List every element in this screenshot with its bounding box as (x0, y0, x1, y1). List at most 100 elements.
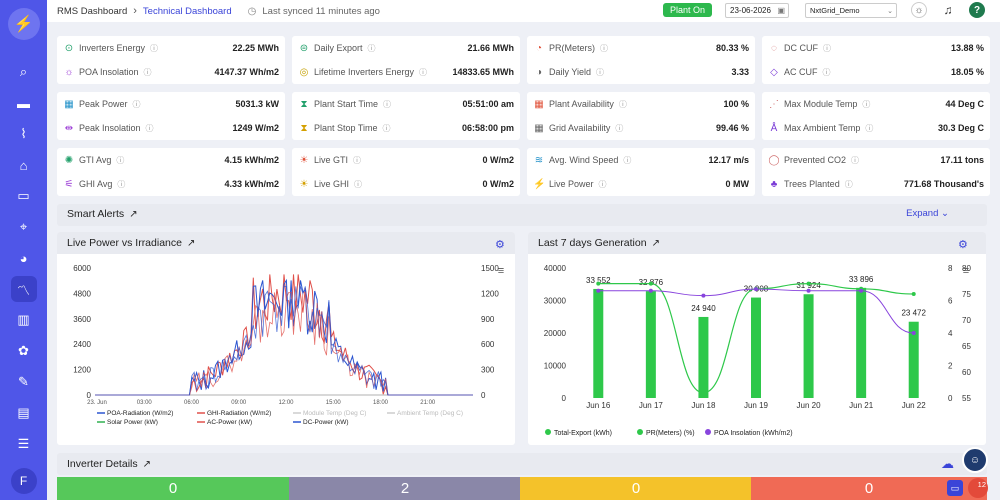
settings-gear-icon[interactable]: ⚙ (958, 239, 968, 251)
generation-title: Last 7 days Generation ↗ (538, 237, 660, 249)
menu-icon: ≡ (963, 265, 969, 277)
y-tick-label: 4800 (73, 289, 91, 298)
inverter-status-tile[interactable]: 0 (520, 477, 752, 500)
info-icon[interactable]: ⓘ (851, 155, 860, 165)
pie-chart-icon[interactable]: ◕ (19, 250, 28, 266)
date-picker[interactable]: 23-06-2026 ▣ (725, 3, 789, 18)
info-icon[interactable]: ⓘ (618, 99, 627, 109)
info-icon[interactable]: ⓘ (596, 67, 605, 77)
user-avatar[interactable]: F (10, 468, 37, 494)
chat-window-icon[interactable]: ▭ (947, 480, 963, 496)
monitor-icon[interactable]: ▭ (17, 188, 30, 203)
pr-line (598, 282, 914, 394)
info-icon[interactable]: ⓘ (353, 155, 362, 165)
kpi-icon: ⧗ (300, 122, 308, 134)
inverter-status-tile[interactable]: 2 (289, 477, 521, 500)
info-icon[interactable]: ⓘ (145, 123, 154, 133)
help-icon[interactable]: ? (969, 2, 985, 18)
breadcrumb-rms[interactable]: RMS Dashboard (57, 5, 128, 17)
info-icon[interactable]: ⓘ (844, 179, 853, 189)
files-icon[interactable]: ▤ (17, 405, 30, 420)
kpi-row: ✺ GTI Avg ⓘ 4.15 kWh/m2 (63, 150, 279, 170)
info-icon[interactable]: ⓘ (367, 43, 376, 53)
legend-label: POA-Radiation (W/m2) (107, 410, 173, 417)
expand-button[interactable]: Expand ⌄ (906, 208, 949, 219)
info-icon[interactable]: ⓘ (598, 179, 607, 189)
bell-icon[interactable]: ♫ (943, 3, 953, 17)
info-icon[interactable]: ⓘ (116, 155, 125, 165)
info-icon[interactable]: ⓘ (383, 99, 392, 109)
poa-point (806, 288, 811, 293)
bar-chart-icon[interactable]: ▥ (17, 312, 30, 327)
y-tick-label: 20000 (544, 329, 567, 338)
external-link-icon: ↗ (142, 459, 151, 470)
kpi-row: ◎ Lifetime Inverters Energy ⓘ 14833.65 MWh (298, 62, 514, 82)
kpi-icon: ✺ (64, 154, 74, 166)
live-power-title: Live Power vs Irradiance ↗ (67, 237, 196, 249)
kpi-value: 21.66 MWh (467, 43, 514, 53)
line-chart-icon[interactable]: 〽 (10, 276, 37, 302)
breadcrumb-technical: Technical Dashboard (142, 5, 232, 17)
info-icon[interactable]: ⓘ (823, 43, 831, 53)
kpi-row: ⇹ Peak Insolation ⓘ 1249 W/m2 (63, 118, 279, 138)
info-icon[interactable]: ⓘ (132, 99, 141, 109)
kpi-value: 100 % (723, 99, 749, 109)
report-icon[interactable]: ✎ (18, 374, 29, 389)
kpi-icon: ▦ (64, 98, 74, 110)
poa-point (911, 331, 916, 335)
inverter-status-tile[interactable]: 0 (57, 477, 289, 500)
kpi-row: ◑ Daily Yield ⓘ 3.33 (533, 62, 749, 82)
info-icon[interactable]: ⓘ (822, 67, 831, 77)
folder-icon[interactable]: ▬ (17, 95, 30, 111)
y3-tick-label: 65 (962, 342, 971, 351)
info-icon[interactable]: ⓘ (150, 43, 159, 53)
info-icon[interactable]: ⓘ (143, 67, 152, 77)
x-tick-label: 06:00 (184, 400, 200, 406)
settings-icon[interactable]: ✿ (18, 343, 29, 358)
plant-select[interactable]: NxtGrid_Demo ⌄ (805, 3, 897, 18)
notification-badge[interactable]: 12 (968, 478, 988, 498)
database-icon[interactable]: ☰ (17, 436, 30, 451)
info-icon[interactable]: ⓘ (600, 43, 609, 53)
y-tick-label: 0 (562, 394, 567, 403)
kpi-value: 0 W/m2 (482, 155, 514, 165)
info-icon[interactable]: ⓘ (382, 123, 391, 133)
kpi-row: ◔ PR(Meters) ⓘ 80.33 % (533, 38, 749, 58)
info-icon[interactable]: ⓘ (615, 123, 624, 133)
info-icon[interactable]: ⓘ (862, 99, 871, 109)
info-icon[interactable]: ⓘ (623, 155, 632, 165)
search-icon[interactable]: ⌕ (19, 64, 28, 79)
info-icon[interactable]: ⓘ (354, 179, 363, 189)
kpi-label: Plant Stop Time (314, 123, 378, 133)
cloud-download-icon[interactable]: ☁ (941, 456, 954, 471)
y3-tick-label: 60 (962, 368, 971, 377)
x-tick-label: 21:00 (420, 400, 436, 406)
kpi-card: ▦ Peak Power ⓘ 5031.3 kW ⇹ Peak Insolation ⓘ 12… (57, 92, 285, 140)
y-tick-label: 2400 (73, 340, 91, 349)
y3-tick-label: 55 (962, 394, 971, 403)
home-icon[interactable]: ⌂ (19, 157, 28, 173)
settings-gear-icon[interactable]: ⚙ (495, 239, 505, 251)
poa-point (701, 293, 706, 298)
lightning-logo-icon[interactable]: ⚡ (7, 8, 40, 40)
info-icon[interactable]: ⓘ (117, 179, 126, 189)
info-icon[interactable]: ⓘ (419, 67, 428, 77)
info-icon[interactable]: ⓘ (865, 123, 874, 133)
analytics-icon[interactable]: ⌇ (20, 126, 27, 141)
chatbot-icon[interactable]: ☺ (962, 447, 988, 473)
kpi-icon: ☼ (64, 66, 74, 78)
kpi-icon: ◎ (299, 66, 309, 78)
smart-alerts-bar[interactable]: Smart Alerts ↗ Expand ⌄ (57, 204, 987, 226)
location-icon[interactable]: ⌖ (19, 219, 28, 234)
kpi-card: ▦ Plant Availability ⓘ 100 % ▦ Grid Availabil… (527, 92, 755, 140)
dc-power-line (95, 278, 473, 396)
theme-toggle-icon[interactable]: ☼ (911, 2, 927, 18)
kpi-label: GTI Avg (79, 155, 112, 165)
kpi-icon: ⋰ (769, 98, 779, 110)
menu-icon: ≡ (498, 265, 504, 277)
kpi-value: 44 Deg C (945, 99, 984, 109)
kpi-row: ▦ Peak Power ⓘ 5031.3 kW (63, 94, 279, 114)
legend-swatch (637, 429, 643, 435)
live-power-panel: Live Power vs Irradiance ↗ ⚙ 6000 1500 4800… (57, 232, 515, 445)
inverter-status-tile[interactable]: 0 (751, 477, 987, 500)
